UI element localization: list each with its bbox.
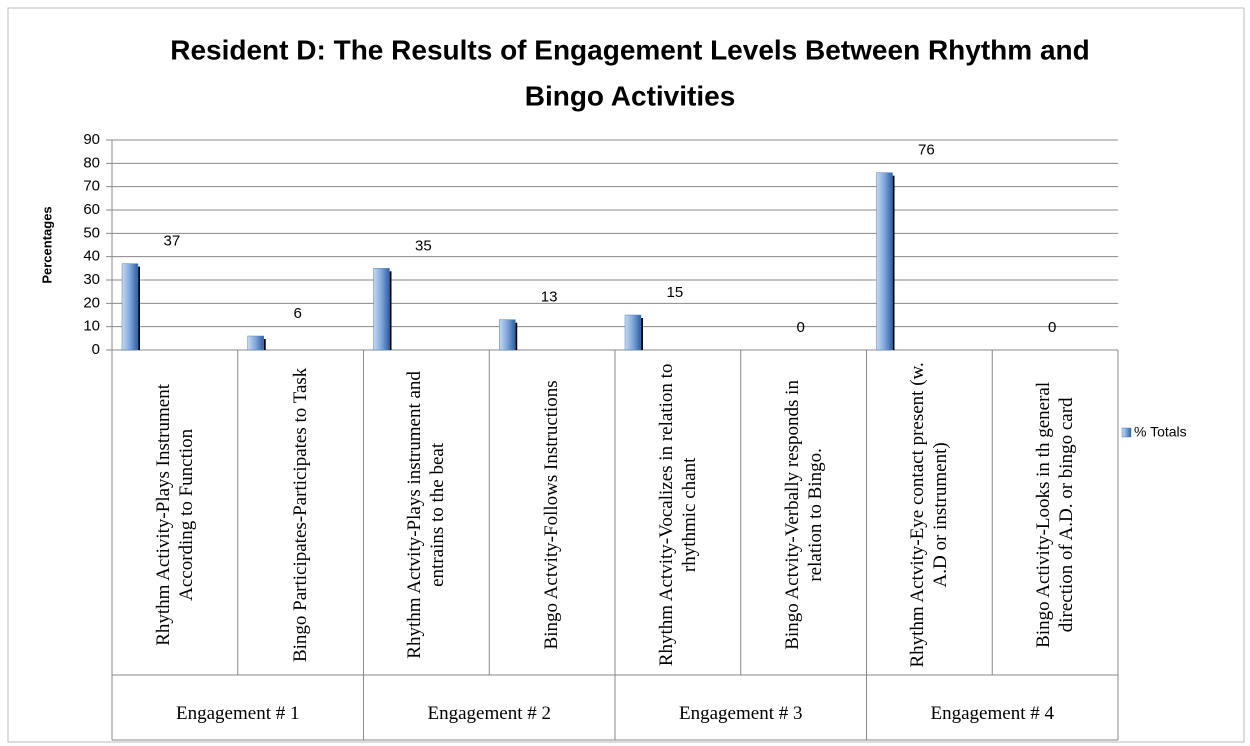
- x-tick-label: Bingo Actvity-Verbally responds in relat…: [781, 380, 826, 650]
- x-tick-label: Rhythm Actvity-Plays instrument and entr…: [404, 371, 449, 659]
- y-tick-label: 10: [83, 318, 100, 335]
- chart-title-line: Bingo Activities: [525, 80, 736, 111]
- group-label: Engagement # 4: [930, 703, 1054, 724]
- y-tick-label: 20: [83, 294, 100, 311]
- data-label: 35: [415, 237, 432, 254]
- bar: [247, 335, 264, 351]
- data-label: 6: [293, 305, 301, 322]
- group-label: Engagement # 1: [176, 703, 300, 724]
- data-label: 15: [667, 284, 684, 301]
- x-tick-label: Rhythm Actvity-Eye contact present (w. A…: [907, 362, 952, 668]
- data-label: 0: [796, 319, 804, 336]
- bar: [373, 268, 390, 351]
- legend-swatch: [1121, 427, 1132, 438]
- y-axis-label: Percentages: [39, 206, 54, 283]
- chart-border: [7, 7, 1245, 743]
- bar: [121, 263, 139, 351]
- data-label: 37: [164, 233, 181, 250]
- data-label: 76: [918, 142, 935, 159]
- x-tick-label: Bingo Participates-Participates to Task: [290, 367, 312, 663]
- data-label: 13: [541, 289, 558, 306]
- y-tick-label: 70: [83, 178, 100, 195]
- bar: [876, 172, 893, 351]
- legend-label: % Totals: [1134, 424, 1187, 440]
- y-tick-label: 40: [83, 248, 100, 265]
- bar: [624, 314, 642, 351]
- y-tick-label: 30: [83, 271, 100, 288]
- y-tick-label: 0: [92, 341, 100, 358]
- x-tick-label: Bingo Actvity-Follows Instructions: [541, 380, 563, 650]
- bar: [499, 319, 516, 351]
- chart-title-line: Resident D: The Results of Engagement Le…: [170, 34, 1090, 65]
- x-tick-label: Rhythm Actvity-Vocalizes in relation to …: [655, 363, 700, 667]
- x-tick-label: Rhythm Activity-Plays Instrument Accordi…: [152, 384, 197, 646]
- y-tick-label: 80: [83, 154, 100, 171]
- y-tick-label: 60: [83, 201, 100, 218]
- group-label: Engagement # 3: [679, 703, 803, 724]
- group-label: Engagement # 2: [427, 703, 551, 724]
- y-tick-label: 50: [83, 224, 100, 241]
- x-tick-label: Bingo Activity-Looks in th general direc…: [1033, 382, 1078, 648]
- data-label: 0: [1048, 319, 1056, 336]
- y-tick-label: 90: [83, 131, 100, 148]
